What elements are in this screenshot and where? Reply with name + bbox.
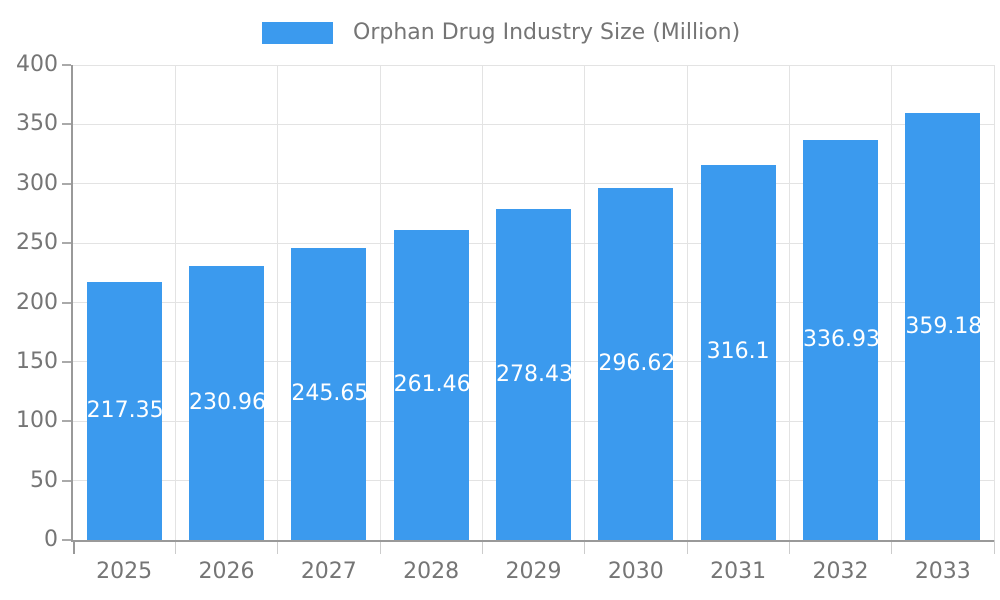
x-tick <box>584 540 586 554</box>
x-tick-label: 2029 <box>505 559 562 584</box>
bar-value-label: 245.65 <box>291 381 369 407</box>
x-tick-label: 2031 <box>710 559 767 584</box>
x-tick <box>174 540 176 554</box>
bar[interactable] <box>86 281 162 540</box>
x-gridline <box>277 65 279 540</box>
x-tick-label: 2025 <box>96 559 153 584</box>
x-tick <box>686 540 688 554</box>
x-gridline <box>891 65 893 540</box>
x-axis-line <box>71 540 994 542</box>
bar[interactable] <box>598 187 674 540</box>
bar[interactable] <box>700 164 776 540</box>
y-tick-label: 350 <box>16 111 58 137</box>
y-tick-label: 0 <box>44 527 58 552</box>
y-tick-label: 100 <box>16 408 58 434</box>
x-tick <box>993 540 995 554</box>
y-tick <box>62 479 71 482</box>
y-tick <box>62 242 71 245</box>
y-axis-line <box>71 65 73 540</box>
x-tick <box>379 540 381 554</box>
bar[interactable] <box>496 209 571 540</box>
x-tick-label: 2030 <box>607 559 664 584</box>
y-tick-label: 250 <box>16 230 58 256</box>
x-tick <box>788 540 790 554</box>
y-tick-label: 400 <box>16 52 58 77</box>
bar[interactable] <box>189 265 264 540</box>
bar-value-label: 359.18 <box>905 313 983 339</box>
legend-label: Orphan Drug Industry Size (Million) <box>353 20 741 45</box>
x-gridline <box>174 65 176 540</box>
x-tick <box>891 540 893 554</box>
bar[interactable] <box>905 113 981 540</box>
legend[interactable]: Orphan Drug Industry Size (Million) <box>262 20 740 45</box>
bar-value-label: 316.1 <box>706 339 770 365</box>
y-tick-label: 200 <box>16 289 58 315</box>
y-tick <box>62 360 71 363</box>
bar[interactable] <box>291 248 367 540</box>
y-tick <box>62 182 71 185</box>
x-tick-label: 2026 <box>198 559 255 584</box>
bar[interactable] <box>803 139 878 540</box>
bar-value-label: 230.96 <box>189 389 266 415</box>
y-tick <box>62 420 71 423</box>
x-gridline <box>379 65 381 540</box>
x-gridline <box>993 65 995 540</box>
y-tick <box>62 301 71 304</box>
bar-value-label: 278.43 <box>496 361 573 387</box>
bar[interactable] <box>393 229 469 540</box>
y-gridline <box>73 64 994 66</box>
bar-value-label: 296.62 <box>598 350 676 376</box>
y-tick-label: 50 <box>30 467 58 493</box>
y-tick-label: 150 <box>16 348 58 374</box>
x-gridline <box>686 65 688 540</box>
x-gridline <box>788 65 790 540</box>
x-gridline <box>481 65 483 540</box>
x-tick-label: 2032 <box>812 559 869 584</box>
y-tick <box>62 123 71 126</box>
x-tick-label: 2033 <box>914 559 971 584</box>
x-tick-label: 2028 <box>403 559 460 584</box>
x-tick <box>72 540 75 554</box>
x-tick <box>277 540 279 554</box>
bar-value-label: 336.93 <box>803 326 880 352</box>
y-tick <box>62 539 71 541</box>
x-gridline <box>584 65 586 540</box>
bar-value-label: 261.46 <box>393 371 471 397</box>
y-tick <box>62 64 71 66</box>
y-gridline <box>73 123 994 125</box>
y-tick-label: 300 <box>16 170 58 196</box>
x-tick-label: 2027 <box>300 559 357 584</box>
y-gridline <box>73 183 994 185</box>
x-tick <box>481 540 483 554</box>
bar-value-label: 217.35 <box>86 397 164 423</box>
legend-swatch <box>262 21 333 44</box>
